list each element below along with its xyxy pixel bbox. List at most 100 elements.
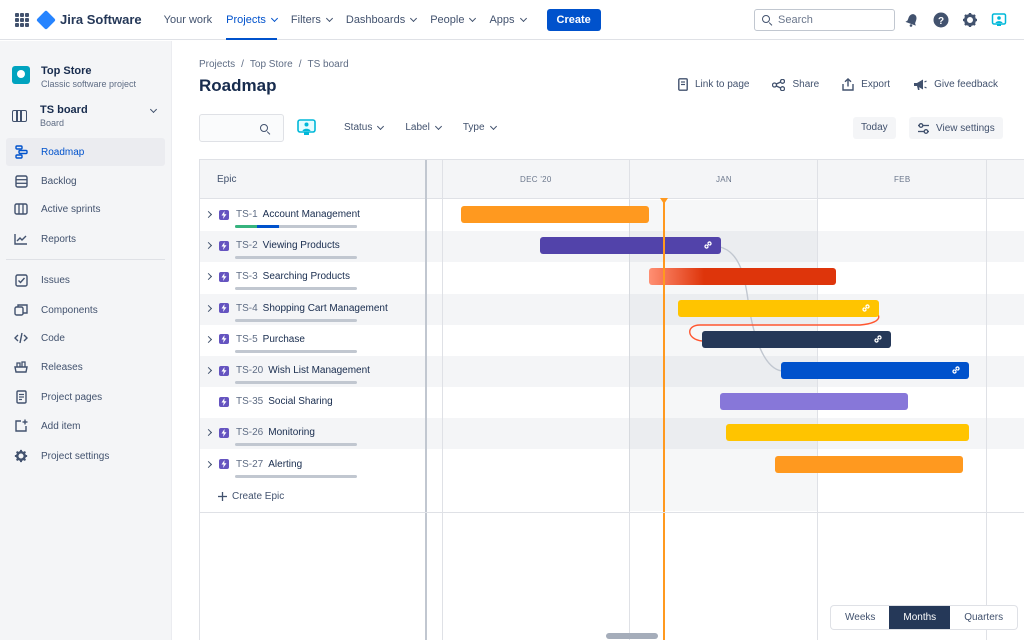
create-epic-button[interactable]: Create Epic	[218, 491, 284, 502]
breadcrumb-projects[interactable]: Projects	[199, 59, 236, 70]
nav-your-work[interactable]: Your work	[163, 13, 213, 26]
nav-apps[interactable]: Apps	[489, 0, 527, 40]
sidebar-item-label: Roadmap	[41, 146, 85, 158]
epic-timeline-bar[interactable]	[726, 424, 969, 442]
roadmap-search-input[interactable]	[199, 114, 284, 142]
epic-progress-bar	[235, 287, 357, 291]
filter-status[interactable]: Status	[344, 122, 385, 133]
breadcrumb-project[interactable]: Top Store	[249, 59, 293, 70]
filter-type[interactable]: Type	[463, 122, 497, 133]
filter-label[interactable]: Label	[405, 122, 442, 133]
sidebar-item-releases[interactable]: Releases	[6, 353, 165, 381]
epic-ts-27[interactable]: TS-27 Alerting	[204, 459, 302, 470]
epic-ts-2[interactable]: TS-2 Viewing Products	[204, 240, 340, 251]
epic-ts-1[interactable]: TS-1 Account Management	[204, 209, 360, 220]
nav-dashboards[interactable]: Dashboards	[346, 0, 418, 40]
sidebar-item-project-settings[interactable]: Project settings	[6, 442, 165, 470]
epic-icon	[219, 365, 229, 376]
epic-progress-bar	[235, 318, 357, 322]
insights-toggle-icon[interactable]	[297, 119, 316, 140]
epic-icon	[219, 459, 229, 470]
sidebar-item-components[interactable]: Components	[6, 296, 165, 324]
settings-gear-icon[interactable]	[961, 11, 979, 29]
breadcrumb-board[interactable]: TS board	[307, 59, 349, 70]
timeline-header: Epic	[200, 160, 1024, 199]
project-type: Classic software project	[41, 79, 137, 89]
sidebar-item-roadmap[interactable]: Roadmap	[6, 138, 165, 166]
epic-name: Account Management	[262, 209, 360, 220]
epic-key: TS-3	[236, 271, 258, 283]
horizontal-scrollbar[interactable]	[606, 633, 658, 639]
epic-ts-26[interactable]: TS-26 Monitoring	[204, 427, 315, 438]
today-button[interactable]: Today	[853, 117, 896, 139]
link-icon[interactable]	[703, 240, 713, 253]
link-to-page-button[interactable]: Link to page	[678, 78, 749, 91]
sprints-icon	[14, 202, 28, 216]
epic-timeline-bar[interactable]	[461, 206, 649, 223]
chevron-down-icon	[469, 14, 477, 22]
megaphone-icon	[914, 79, 927, 90]
sidebar-item-label: Active sprints	[41, 203, 101, 215]
epic-timeline-bar[interactable]	[781, 362, 969, 379]
project-header[interactable]: Top Store Classic software project	[12, 65, 136, 89]
sidebar-item-project-pages[interactable]: Project pages	[6, 383, 165, 411]
link-icon[interactable]	[951, 365, 961, 378]
epic-key: TS-4	[236, 302, 258, 314]
view-settings-button[interactable]: View settings	[909, 117, 1003, 139]
sidebar-item-reports[interactable]: Reports	[6, 225, 165, 253]
chevron-down-icon	[489, 122, 497, 130]
breadcrumb: Projects / Top Store / TS board	[199, 59, 349, 70]
roadmap-icon	[14, 145, 28, 159]
epic-ts-3[interactable]: TS-3 Searching Products	[204, 271, 350, 283]
help-icon[interactable]: ?	[932, 11, 950, 29]
search-input[interactable]: Search	[754, 9, 895, 31]
zoom-quarters[interactable]: Quarters	[964, 612, 1004, 623]
backlog-icon	[14, 174, 28, 188]
sidebar-item-issues[interactable]: Issues	[6, 266, 165, 294]
epic-ts-20[interactable]: TS-20 Wish List Management	[204, 365, 370, 376]
page-title: Roadmap	[199, 76, 277, 95]
epic-ts-35[interactable]: TS-35 Social Sharing	[206, 396, 333, 407]
epic-ts-5[interactable]: TS-5 Purchase	[204, 333, 305, 345]
create-button[interactable]: Create	[546, 8, 601, 31]
chevron-down-icon	[434, 122, 442, 130]
components-icon	[14, 303, 28, 317]
epic-icon	[219, 271, 229, 282]
sidebar-item-active-sprints[interactable]: Active sprints	[6, 195, 165, 223]
epic-timeline-bar[interactable]	[702, 330, 891, 348]
sidebar-item-label: Project settings	[41, 450, 110, 462]
epic-column	[200, 160, 427, 640]
epic-name: Shopping Cart Management	[262, 302, 388, 314]
epic-name: Purchase	[262, 333, 305, 345]
link-icon[interactable]	[861, 303, 871, 316]
epic-timeline-bar[interactable]	[720, 393, 908, 411]
epic-ts-4[interactable]: TS-4 Shopping Cart Management	[204, 302, 388, 314]
share-button[interactable]: Share	[772, 78, 819, 91]
link-icon[interactable]	[873, 334, 883, 347]
sidebar-item-label: Add item	[41, 420, 81, 432]
jira-logo[interactable]: Jira Software	[36, 9, 142, 30]
sidebar-item-code[interactable]: Code	[6, 324, 165, 352]
search-placeholder: Search	[778, 14, 813, 26]
zoom-weeks[interactable]: Weeks	[845, 612, 876, 623]
zoom-months[interactable]: Months	[889, 606, 951, 629]
export-button[interactable]: Export	[842, 78, 890, 91]
profile-avatar-icon[interactable]	[990, 11, 1008, 29]
epic-timeline-bar[interactable]	[678, 299, 879, 317]
sidebar-item-backlog[interactable]: Backlog	[6, 167, 165, 195]
nav-projects[interactable]: Projects	[226, 0, 278, 40]
epic-progress-bar	[235, 225, 357, 228]
give-feedback-button[interactable]: Give feedback	[913, 78, 998, 91]
export-icon	[842, 78, 854, 91]
board-selector[interactable]: TS board Board	[12, 104, 160, 128]
epic-timeline-bar[interactable]	[649, 268, 836, 286]
svg-text:?: ?	[938, 16, 944, 27]
epic-timeline-bar[interactable]	[775, 455, 963, 473]
sidebar-item-add-item[interactable]: Add item	[6, 412, 165, 440]
notifications-icon[interactable]	[903, 11, 921, 29]
app-switcher-icon[interactable]	[15, 12, 29, 27]
epic-timeline-bar[interactable]	[540, 237, 721, 255]
nav-people[interactable]: People	[430, 0, 477, 40]
epic-key: TS-35	[236, 396, 264, 408]
nav-filters[interactable]: Filters	[291, 0, 333, 40]
